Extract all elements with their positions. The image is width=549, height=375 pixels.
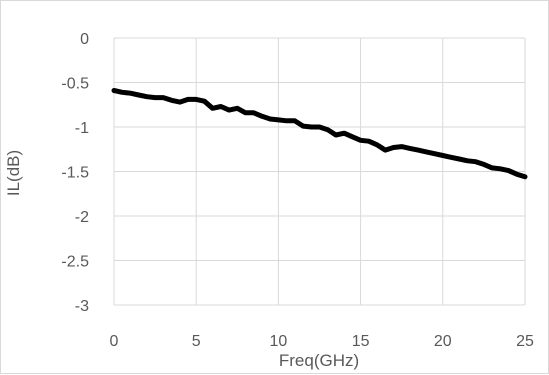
data-point bbox=[138, 94, 140, 96]
y-tick-label: -1.5 bbox=[61, 165, 89, 182]
y-tick-label: -3 bbox=[75, 298, 89, 315]
data-point bbox=[392, 146, 394, 148]
data-point bbox=[245, 112, 247, 114]
x-tick-label: 10 bbox=[270, 333, 288, 350]
data-point bbox=[319, 126, 320, 128]
y-axis-title: IL(dB) bbox=[4, 150, 23, 196]
data-point bbox=[195, 98, 197, 100]
data-point bbox=[483, 163, 485, 165]
data-point bbox=[508, 170, 510, 172]
data-point bbox=[310, 126, 312, 128]
data-point bbox=[401, 146, 403, 148]
data-point bbox=[516, 173, 518, 175]
data-point bbox=[343, 132, 345, 134]
data-point bbox=[417, 149, 419, 151]
x-tick-label: 15 bbox=[352, 333, 370, 350]
data-point bbox=[499, 168, 501, 170]
data-point bbox=[368, 140, 370, 142]
data-point bbox=[450, 156, 452, 158]
data-point bbox=[409, 147, 411, 149]
x-axis-ticks: 0 5 10 15 20 25 bbox=[110, 333, 534, 350]
series-line bbox=[111, 88, 528, 180]
x-tick-label: 25 bbox=[516, 333, 534, 350]
data-point bbox=[154, 97, 156, 99]
y-axis-ticks: 0 -0.5 -1 -1.5 -2 -2.5 -3 bbox=[61, 31, 89, 315]
data-point bbox=[442, 154, 444, 156]
data-point bbox=[475, 161, 477, 163]
data-point bbox=[269, 118, 271, 120]
data-point bbox=[129, 92, 131, 94]
data-point bbox=[302, 125, 304, 127]
gridlines bbox=[113, 37, 526, 306]
data-point bbox=[277, 119, 279, 121]
data-point bbox=[212, 107, 214, 109]
data-point bbox=[286, 120, 288, 122]
data-point bbox=[335, 134, 337, 136]
y-tick-label: -2.5 bbox=[61, 254, 89, 271]
y-tick-label: -1 bbox=[75, 120, 89, 137]
data-point bbox=[171, 99, 173, 101]
data-point bbox=[236, 107, 238, 109]
data-point bbox=[121, 91, 123, 93]
x-axis-title: Freq(GHz) bbox=[279, 351, 359, 370]
data-point bbox=[203, 100, 205, 102]
data-point bbox=[458, 158, 460, 160]
x-tick-label: 5 bbox=[192, 333, 201, 350]
data-point bbox=[376, 144, 378, 146]
y-tick-label: 0 bbox=[80, 31, 89, 48]
y-tick-label: -2 bbox=[75, 209, 89, 226]
data-point bbox=[179, 101, 181, 103]
data-point bbox=[524, 176, 526, 178]
data-point bbox=[294, 120, 296, 122]
series bbox=[111, 88, 528, 180]
data-point bbox=[360, 139, 362, 141]
data-point bbox=[261, 115, 263, 117]
data-point bbox=[491, 167, 493, 169]
data-point bbox=[327, 129, 329, 131]
data-point bbox=[466, 160, 468, 162]
data-point bbox=[351, 136, 353, 138]
data-point bbox=[187, 98, 189, 100]
y-tick-label: -0.5 bbox=[61, 76, 89, 93]
data-point bbox=[113, 90, 115, 92]
data-point bbox=[162, 97, 164, 99]
x-tick-label: 0 bbox=[110, 333, 119, 350]
data-point bbox=[228, 109, 230, 111]
x-tick-label: 20 bbox=[434, 333, 452, 350]
data-point bbox=[384, 149, 386, 151]
data-point bbox=[434, 153, 436, 155]
data-point bbox=[146, 96, 148, 98]
data-point bbox=[220, 106, 222, 108]
data-point bbox=[425, 151, 427, 153]
data-point bbox=[253, 112, 255, 114]
